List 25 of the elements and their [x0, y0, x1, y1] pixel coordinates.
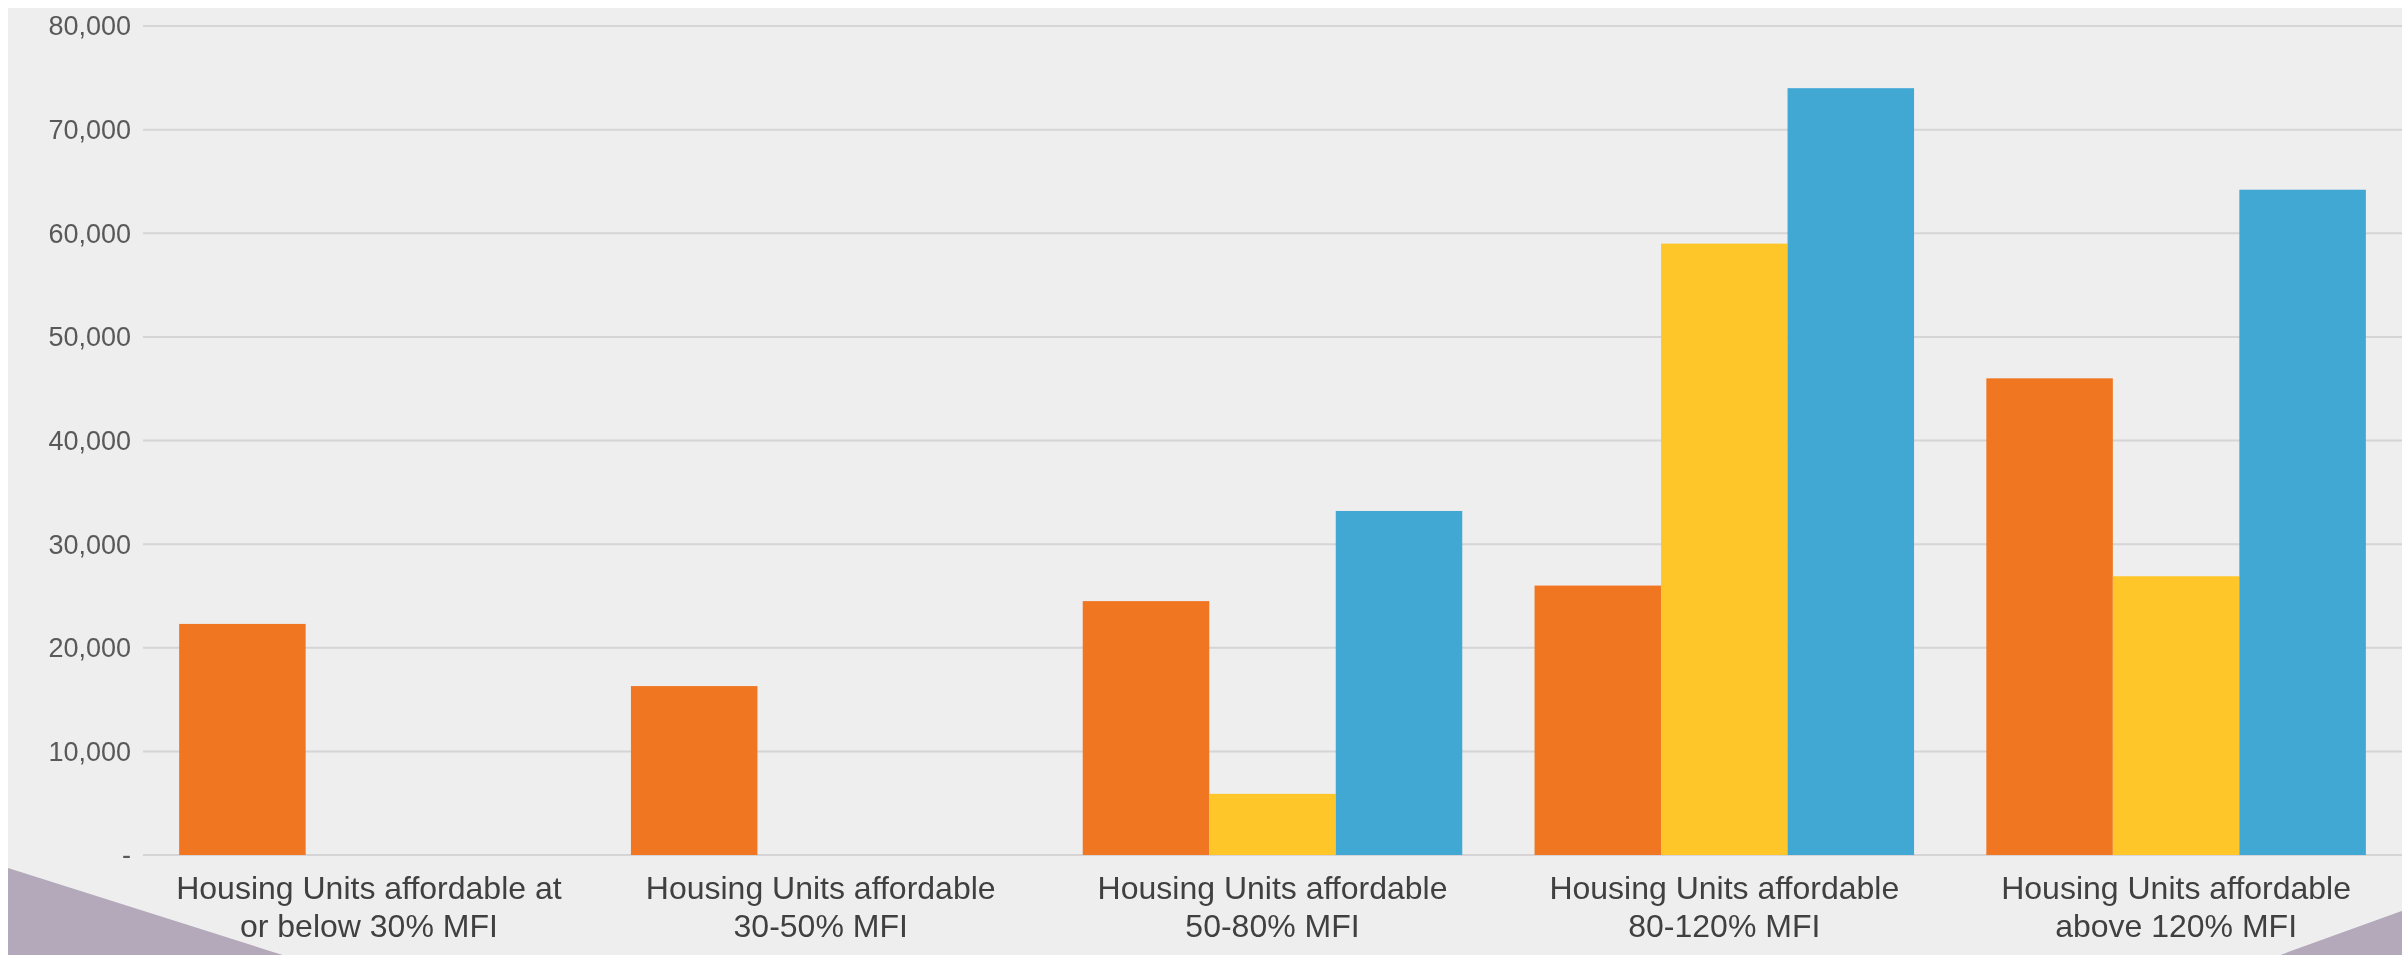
bar	[1787, 88, 1915, 855]
bar	[1209, 793, 1336, 855]
bar	[630, 686, 758, 855]
y-tick-label: 20,000	[48, 633, 131, 664]
x-tick-label: Housing Units affordable 80-120% MFI	[1549, 870, 1900, 944]
bar	[1661, 243, 1788, 855]
bar	[2112, 576, 2240, 855]
bar	[1534, 585, 1662, 855]
y-tick-label: 30,000	[48, 529, 131, 560]
bar	[1335, 510, 1463, 855]
bar	[2239, 189, 2366, 855]
y-tick-label: 70,000	[48, 115, 131, 146]
bar	[179, 623, 306, 855]
x-tick-label: Housing Units affordable at or below 30% MFI	[176, 870, 562, 944]
bar	[1082, 601, 1210, 855]
x-tick-label: Housing Units affordable 50-80% MFI	[1097, 870, 1448, 944]
x-tick-label: Housing Units affordable above 120% MFI	[2001, 870, 2352, 944]
y-tick-label: 80,000	[48, 11, 131, 42]
y-tick-label: 50,000	[48, 322, 131, 353]
y-tick-label: 60,000	[48, 218, 131, 249]
bar	[1986, 378, 2113, 855]
y-tick-label: 40,000	[48, 425, 131, 456]
y-tick-label: -	[122, 840, 131, 871]
x-tick-label: Housing Units affordable 30-50% MFI	[645, 870, 996, 944]
y-tick-label: 10,000	[48, 736, 131, 767]
